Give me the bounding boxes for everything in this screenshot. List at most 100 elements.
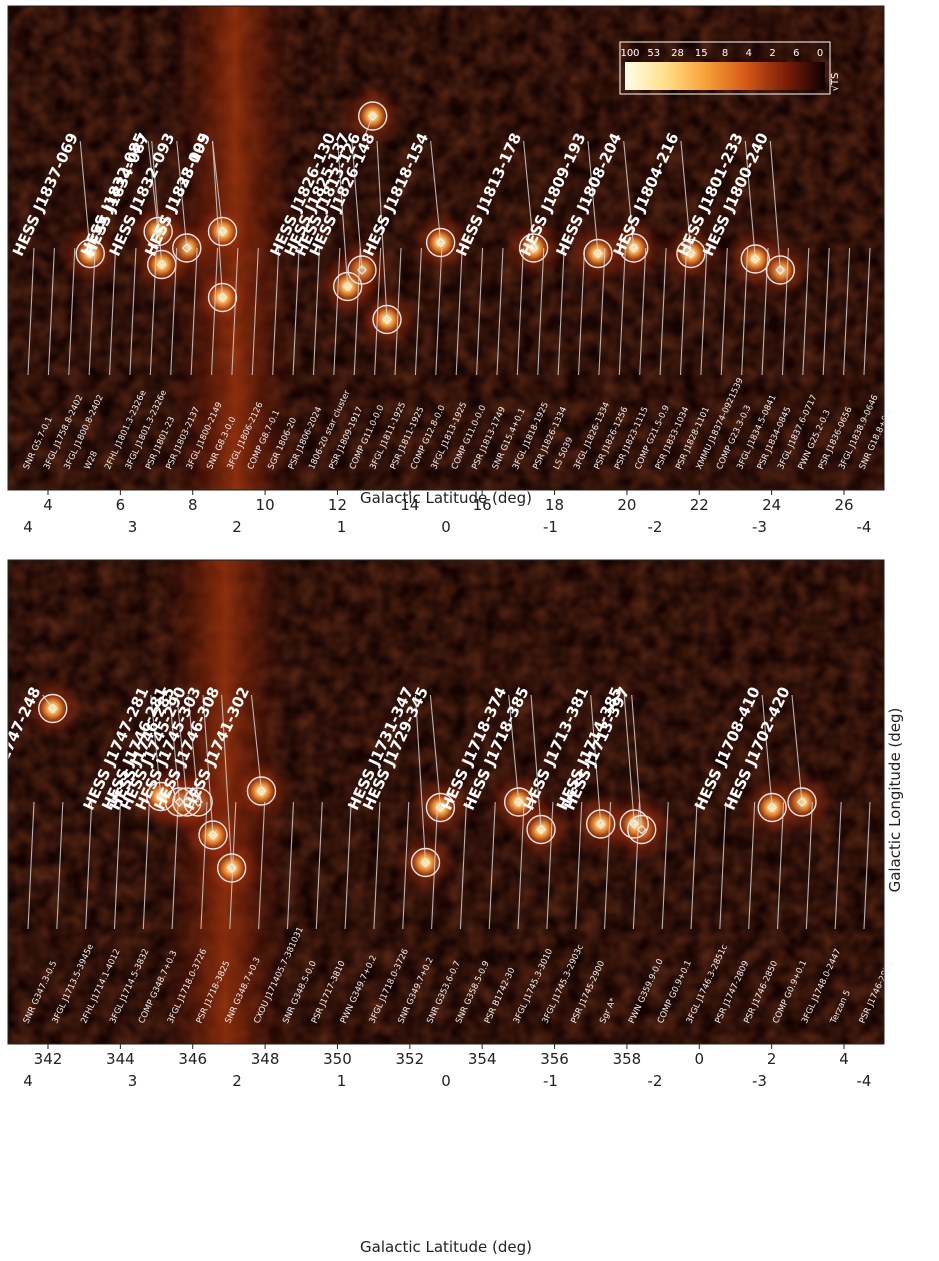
annotation-leader bbox=[834, 801, 842, 930]
annotation-leader bbox=[190, 247, 198, 376]
annotation-leader bbox=[476, 247, 484, 376]
x-tick-label: 12 bbox=[328, 496, 347, 514]
source-leader bbox=[150, 694, 162, 797]
annotation-leader bbox=[113, 801, 122, 930]
annotation-leader bbox=[802, 247, 810, 376]
annotation-leader bbox=[863, 247, 871, 376]
annotation-leader bbox=[170, 247, 178, 376]
annotation-leader bbox=[632, 801, 640, 930]
source-circle bbox=[585, 809, 616, 839]
source-diamond bbox=[342, 281, 353, 292]
top-panel-frame bbox=[7, 5, 885, 491]
source-circle bbox=[740, 244, 770, 274]
source-leader bbox=[211, 140, 224, 298]
source-circle bbox=[627, 814, 657, 845]
annotation-leader bbox=[719, 801, 727, 930]
x-tick-label: 18 bbox=[545, 496, 564, 514]
x-tick-label: 2 bbox=[767, 1050, 777, 1068]
source-leader bbox=[508, 694, 520, 803]
source-leader bbox=[530, 694, 542, 830]
annotation-leader bbox=[68, 247, 76, 376]
top-y-ticks: 4 3 2 1 0 -1 -2 -3 -4 bbox=[23, 518, 871, 536]
annotation-leader bbox=[781, 247, 789, 376]
annotation-leader bbox=[604, 801, 612, 930]
annotation-leader bbox=[598, 247, 606, 376]
source-circle bbox=[503, 787, 534, 817]
y-tick-label: 2 bbox=[232, 518, 242, 536]
y-tick-label: -1 bbox=[543, 518, 558, 536]
annotation-leader bbox=[171, 801, 179, 930]
bottom-x-ticks: 342 344 346 348 350 352 354 356 358 0 2 4 bbox=[34, 1044, 849, 1068]
annotation-leader bbox=[720, 247, 728, 376]
source-circle bbox=[583, 238, 613, 269]
annotation-leader bbox=[488, 801, 496, 930]
annotation-leader bbox=[575, 801, 583, 930]
annotation-leader bbox=[557, 247, 565, 376]
source-circle bbox=[765, 255, 796, 285]
bottom-panel-frame bbox=[7, 559, 885, 1045]
annotation-leader bbox=[455, 247, 463, 376]
source-circle bbox=[246, 776, 277, 806]
annotation-leader bbox=[805, 801, 813, 930]
annotation-leader bbox=[315, 801, 323, 930]
source-diamond bbox=[367, 111, 378, 121]
source-diamond bbox=[686, 248, 696, 259]
colorbar-gradient bbox=[625, 62, 825, 90]
source-leader bbox=[631, 694, 643, 830]
x-tick-label: 26 bbox=[834, 496, 853, 514]
source-diamond bbox=[435, 237, 446, 248]
annotation-leader bbox=[333, 247, 341, 376]
source-circle bbox=[207, 216, 238, 247]
source-circle bbox=[425, 227, 456, 258]
y-tick-label: 1 bbox=[337, 518, 347, 536]
annotation-leader bbox=[56, 801, 64, 930]
y-tick-label: 3 bbox=[128, 1072, 138, 1090]
annotation-leader bbox=[516, 247, 524, 376]
colorbar-tick-label: 4 bbox=[746, 48, 752, 59]
colorbar-frame bbox=[619, 41, 831, 95]
source-circle bbox=[147, 249, 177, 280]
source-leader bbox=[221, 694, 233, 869]
source-diamond bbox=[47, 703, 58, 714]
source-circle bbox=[676, 238, 706, 269]
x-tick-label: 22 bbox=[690, 496, 709, 514]
source-circle bbox=[787, 787, 817, 817]
source-leader bbox=[147, 140, 159, 232]
source-diamond bbox=[174, 797, 185, 807]
x-axis-title: Galactic Longitude (deg) bbox=[886, 708, 904, 893]
y-tick-label: 0 bbox=[441, 1072, 451, 1090]
source-circle bbox=[372, 304, 402, 335]
annotation-leader bbox=[374, 247, 382, 376]
source-diamond bbox=[536, 824, 546, 835]
source-leader bbox=[176, 140, 188, 249]
top-y-axis-title: Galactic Latitude (deg) bbox=[360, 489, 532, 507]
source-diamond bbox=[208, 830, 218, 840]
source-leader bbox=[430, 140, 442, 243]
annotation-leader bbox=[537, 247, 545, 376]
annotation-leader bbox=[661, 801, 669, 930]
source-circle bbox=[518, 233, 549, 263]
source-diamond bbox=[85, 248, 96, 259]
annotation-leader bbox=[659, 247, 667, 376]
source-leader bbox=[168, 694, 181, 803]
annotation-leader bbox=[344, 801, 352, 930]
top-source-markers bbox=[75, 101, 796, 335]
source-leader bbox=[590, 694, 602, 825]
annotation-leader bbox=[129, 247, 137, 376]
annotation-leader bbox=[292, 247, 300, 376]
annotation-leader bbox=[748, 801, 756, 930]
x-tick-label: 4 bbox=[43, 496, 53, 514]
annotation-leader bbox=[402, 801, 410, 930]
colorbar-tick-label: 2 bbox=[769, 48, 775, 59]
source-diamond bbox=[181, 243, 192, 253]
annotation-leader bbox=[258, 801, 266, 930]
annotation-leader bbox=[414, 247, 422, 376]
source-leader bbox=[187, 694, 199, 803]
annotation-leader bbox=[822, 247, 830, 376]
x-tick-label: 20 bbox=[617, 496, 636, 514]
x-tick-label: 358 bbox=[613, 1050, 642, 1068]
top-leader-lines bbox=[27, 115, 871, 376]
annotation-leader bbox=[373, 801, 381, 930]
top-x-ticks: 4 6 8 10 12 14 16 18 20 22 24 26 bbox=[43, 490, 854, 514]
colorbar-tick-label: 6 bbox=[793, 48, 799, 59]
